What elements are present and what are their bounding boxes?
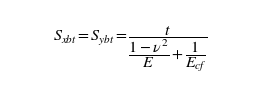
Text: $S_{xbt} = S_{ybt} = \dfrac{t}{\dfrac{1-\nu^2}{E} + \dfrac{1}{E_{cf}}}$: $S_{xbt} = S_{ybt} = \dfrac{t}{\dfrac{1-… [53, 25, 208, 74]
